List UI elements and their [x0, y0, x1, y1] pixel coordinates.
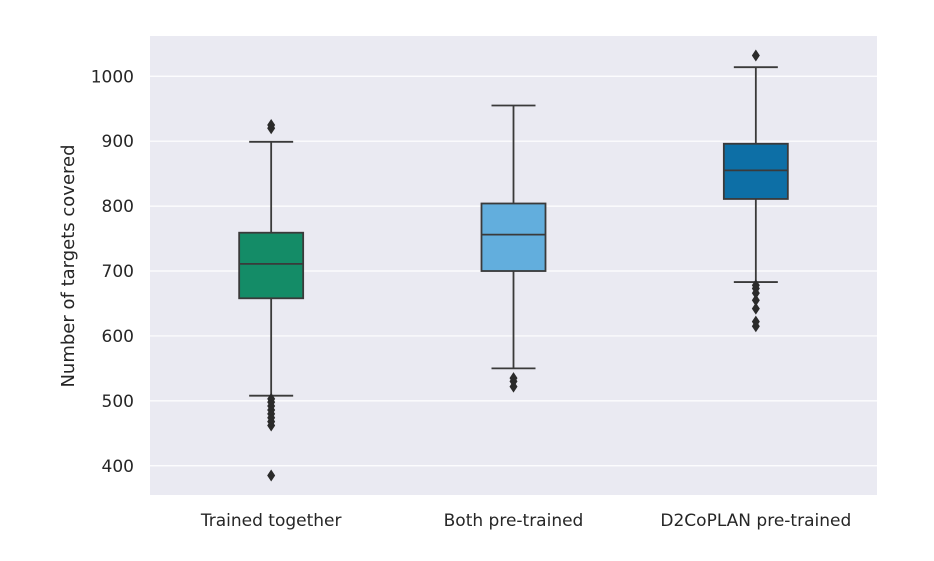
x-tick-label: Trained together — [200, 511, 342, 531]
y-tick-labels: 400 500 600 700 800 900 1000 — [91, 67, 134, 477]
y-axis-label: Number of targets covered — [58, 144, 79, 387]
x-tick-label: D2CoPLAN pre-trained — [660, 511, 851, 531]
boxes — [238, 49, 789, 482]
outlier-point — [751, 315, 760, 328]
box-group — [238, 118, 305, 482]
y-tick-label: 800 — [102, 197, 134, 217]
outlier-point — [509, 372, 518, 385]
box-group — [480, 104, 547, 393]
outlier-point — [267, 469, 276, 482]
y-tick-label: 600 — [102, 327, 134, 347]
y-tick-label: 400 — [102, 457, 134, 477]
outlier-point — [267, 392, 276, 405]
x-tick-label: Both pre-trained — [444, 511, 584, 531]
iqr-box — [722, 142, 789, 200]
outlier-point — [267, 118, 276, 131]
y-tick-label: 900 — [102, 132, 134, 152]
y-tick-label: 700 — [102, 262, 134, 282]
box-group — [722, 49, 789, 333]
y-tick-label: 1000 — [91, 67, 134, 87]
iqr-box — [480, 202, 547, 272]
outlier-point — [751, 294, 760, 307]
outlier-point — [751, 279, 760, 292]
x-tick-labels: Trained together Both pre-trained D2CoPLAN… — [200, 511, 851, 531]
outlier-point — [751, 302, 760, 315]
y-tick-label: 500 — [102, 392, 134, 412]
outlier-point — [751, 49, 760, 62]
iqr-box — [238, 231, 305, 300]
